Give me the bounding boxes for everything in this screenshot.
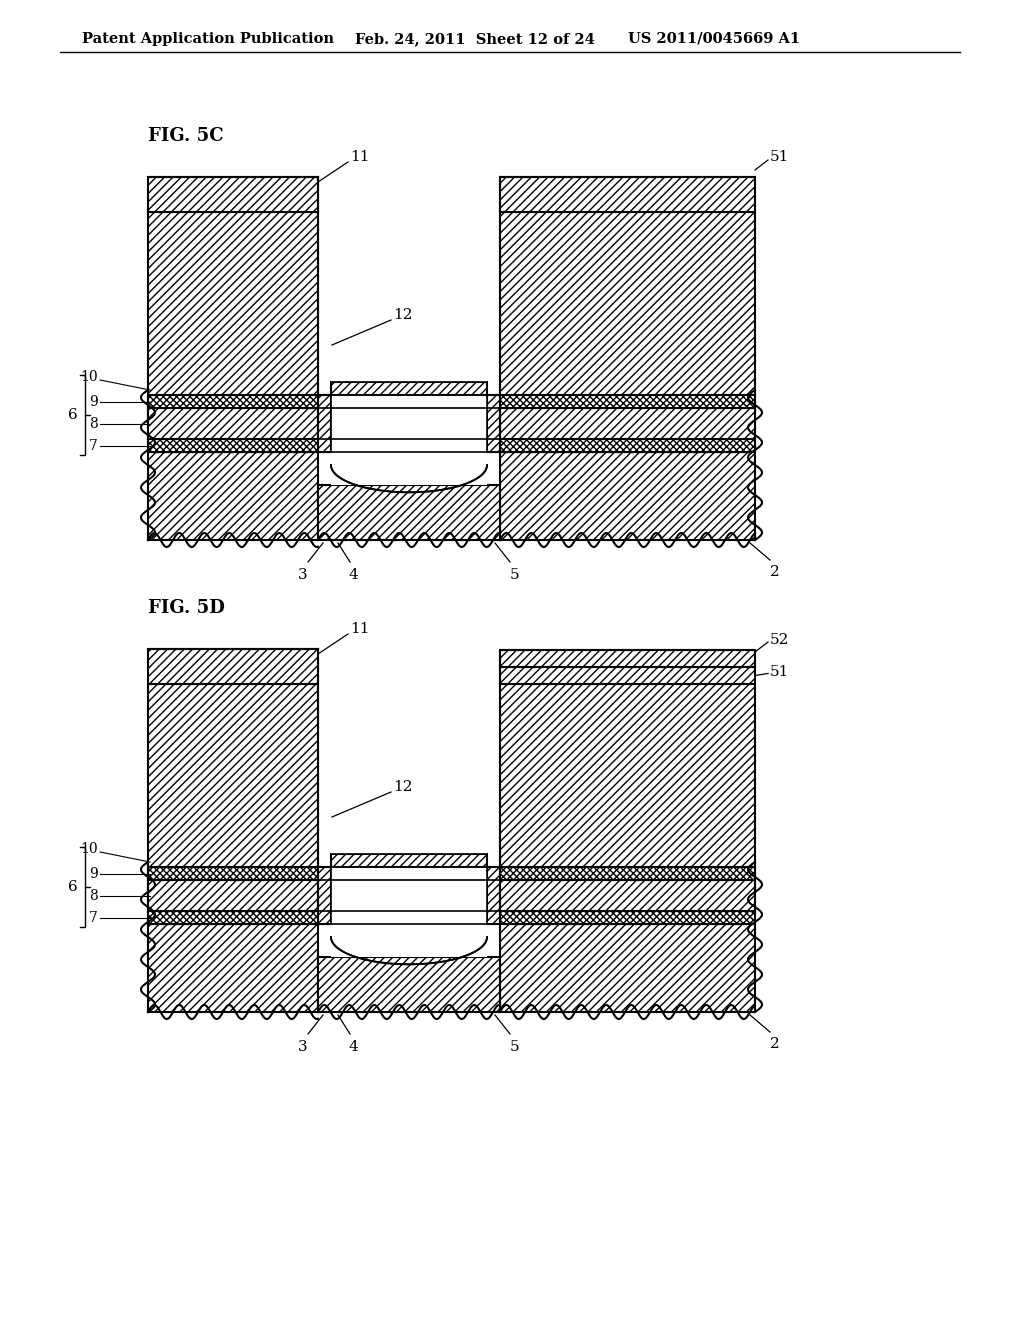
Text: 2: 2 [770, 1038, 780, 1051]
Text: US 2011/0045669 A1: US 2011/0045669 A1 [628, 32, 800, 46]
Bar [331, 362, 487, 381]
Bar [487, 395, 500, 451]
Bar [148, 440, 755, 451]
Bar [500, 177, 755, 213]
Bar [318, 484, 500, 540]
Bar [331, 854, 487, 867]
Text: 51: 51 [770, 665, 790, 680]
Bar [318, 395, 331, 451]
Bar [331, 451, 487, 484]
Bar [148, 924, 318, 1012]
Text: Patent Application Publication: Patent Application Publication [82, 32, 334, 46]
Bar [331, 381, 487, 395]
Text: 12: 12 [393, 308, 413, 322]
Text: Feb. 24, 2011  Sheet 12 of 24: Feb. 24, 2011 Sheet 12 of 24 [355, 32, 595, 46]
Bar [500, 213, 755, 451]
Bar [148, 649, 318, 684]
Bar [148, 213, 318, 451]
Bar [487, 867, 500, 924]
Bar [148, 177, 318, 213]
Text: 5: 5 [510, 1040, 520, 1053]
Text: 4: 4 [348, 1040, 357, 1053]
Bar [500, 924, 755, 1012]
Text: 6: 6 [69, 880, 78, 894]
Text: 2: 2 [770, 565, 780, 579]
Bar [331, 923, 487, 957]
Text: 3: 3 [298, 1040, 308, 1053]
Bar [148, 911, 755, 924]
Text: 6: 6 [69, 408, 78, 422]
Bar [148, 867, 755, 880]
Text: 51: 51 [770, 150, 790, 164]
Text: 4: 4 [348, 568, 357, 582]
Text: FIG. 5D: FIG. 5D [148, 599, 225, 616]
Text: 5: 5 [510, 568, 520, 582]
Text: 11: 11 [350, 622, 370, 636]
Bar [500, 451, 755, 540]
Bar [331, 393, 487, 451]
Bar [331, 866, 487, 924]
Bar [500, 667, 755, 684]
Text: 8: 8 [89, 888, 98, 903]
Text: 7: 7 [89, 438, 98, 453]
Text: 12: 12 [393, 780, 413, 795]
Bar [148, 408, 755, 440]
Text: 8: 8 [89, 417, 98, 430]
Text: 10: 10 [80, 370, 98, 384]
Text: 52: 52 [770, 634, 790, 647]
Bar [318, 957, 500, 1012]
Bar [331, 445, 487, 470]
Text: 9: 9 [89, 866, 98, 880]
Bar [148, 395, 755, 408]
Bar [500, 649, 755, 667]
Bar [331, 834, 487, 854]
Bar [148, 684, 318, 924]
Text: 3: 3 [298, 568, 308, 582]
Bar [148, 880, 755, 911]
Bar [148, 451, 318, 540]
Text: 10: 10 [80, 842, 98, 855]
Text: 11: 11 [350, 150, 370, 164]
Bar [331, 917, 487, 942]
Bar [500, 684, 755, 924]
Text: 7: 7 [89, 911, 98, 924]
Text: FIG. 5C: FIG. 5C [148, 127, 223, 145]
Bar [318, 867, 331, 924]
Text: 9: 9 [89, 395, 98, 408]
